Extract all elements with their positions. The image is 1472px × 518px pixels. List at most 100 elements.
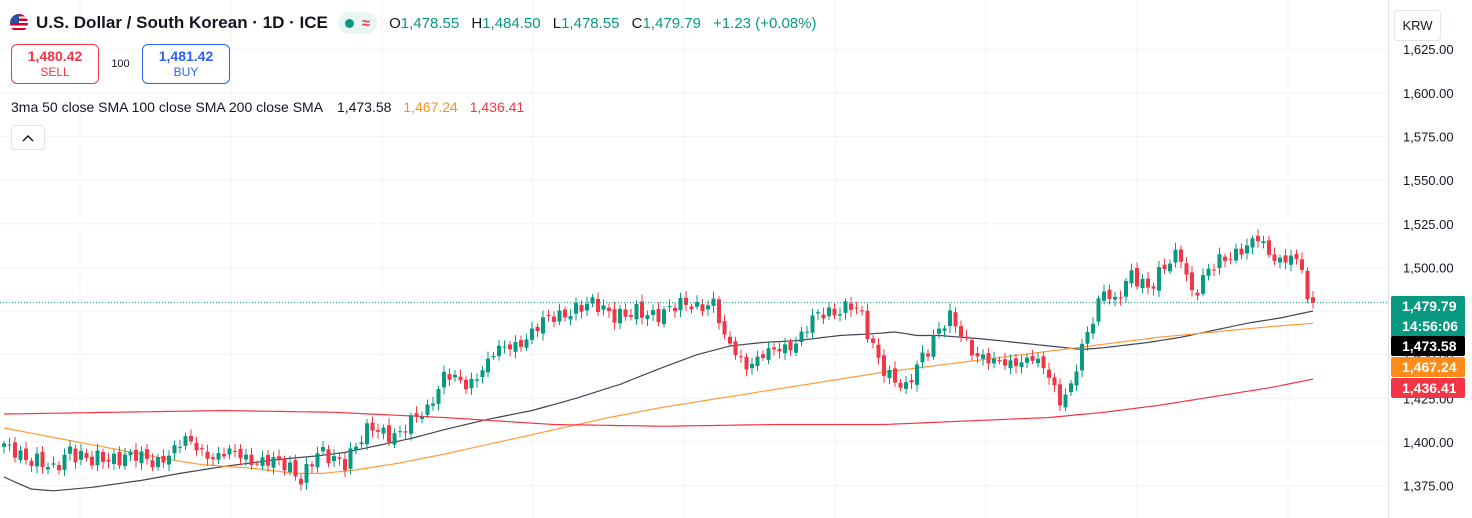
candlestick-series [2, 229, 1315, 491]
y-tick-label: 1,600.00 [1403, 86, 1454, 101]
candle [167, 450, 171, 472]
price-axis[interactable]: 1,375.001,400.001,425.001,450.001,475.00… [1388, 0, 1454, 518]
candle [959, 320, 963, 343]
candle [200, 444, 204, 456]
candle [1184, 257, 1189, 282]
candle [931, 329, 936, 360]
candle [106, 452, 111, 469]
candle [1212, 263, 1216, 277]
sma100-line [3, 322, 1314, 474]
candle [304, 457, 309, 490]
candle [260, 450, 265, 471]
candle [315, 446, 320, 473]
candle [90, 450, 94, 470]
candle [799, 326, 804, 347]
sell-label: SELL [40, 65, 70, 79]
candle [942, 325, 947, 338]
candle [937, 322, 941, 339]
candle [1173, 242, 1178, 268]
candle [62, 448, 67, 476]
candle [689, 303, 694, 314]
candle [821, 307, 826, 324]
candle [1124, 277, 1128, 303]
candle [1069, 379, 1073, 397]
candle [13, 436, 17, 463]
candle [420, 411, 424, 424]
chart-header: U.S. Dollar / South Korean · 1D · ICE ≈ … [10, 12, 816, 34]
high-label: H [471, 14, 483, 32]
candle [497, 339, 501, 361]
sell-price: 1,480.42 [27, 48, 83, 64]
candle [871, 335, 875, 349]
candle [733, 336, 738, 360]
open-value: 1,478.55 [400, 14, 460, 32]
candle [992, 351, 996, 369]
candle [392, 428, 397, 448]
candle [1195, 289, 1200, 301]
y-tick-label: 1,525.00 [1403, 217, 1454, 232]
candle [1261, 235, 1266, 249]
candle [1041, 352, 1046, 375]
candle [640, 294, 644, 325]
candle [827, 302, 831, 320]
candle [425, 399, 430, 418]
candle [238, 444, 243, 466]
candle [178, 439, 182, 454]
candle [1129, 263, 1134, 288]
candle [227, 444, 232, 460]
candle [442, 365, 446, 395]
candle [590, 294, 595, 308]
close-value: 1,479.79 [642, 14, 701, 32]
candle [1140, 274, 1145, 294]
candle [552, 311, 556, 328]
candle [656, 302, 661, 327]
sma200-value: 1,436.41 [469, 99, 525, 115]
candle [205, 444, 210, 466]
candle [255, 460, 259, 467]
candle [1096, 295, 1101, 326]
candle [337, 453, 342, 466]
candle [964, 329, 969, 341]
ohlc-values: O1,478.55 H1,484.50 L1,478.55 C1,479.79 … [389, 15, 816, 32]
currency-button[interactable]: KRW [1394, 10, 1441, 41]
candle [95, 444, 100, 472]
candle [117, 446, 122, 470]
collapse-legend-button[interactable] [11, 125, 45, 150]
candle [893, 361, 897, 387]
candle [810, 308, 815, 340]
candle [634, 300, 639, 325]
candle [645, 310, 650, 327]
candle [1107, 284, 1112, 305]
spread-value: 100 [111, 58, 130, 70]
candle [18, 445, 23, 463]
buy-button[interactable]: 1,481.42 BUY [142, 44, 230, 84]
candle [1113, 291, 1117, 307]
low-label: L [552, 14, 562, 32]
symbol-title[interactable]: U.S. Dollar / South Korean · 1D · ICE [36, 13, 328, 32]
candle [172, 440, 177, 461]
sma200-price-tag: 1,436.41 [1391, 378, 1465, 398]
candle [326, 445, 331, 468]
candle [744, 353, 749, 377]
candle [766, 341, 771, 365]
candle [618, 305, 622, 330]
indicator-legend[interactable]: 3ma 50 close SMA 100 close SMA 200 close… [11, 99, 524, 115]
candle [750, 357, 754, 375]
sell-button[interactable]: 1,480.42 SELL [11, 44, 99, 84]
candle [711, 291, 716, 313]
candle [1157, 260, 1161, 297]
candle [343, 452, 347, 478]
candle [788, 338, 793, 356]
candle [480, 366, 485, 384]
market-status-pill[interactable]: ≈ [337, 12, 378, 34]
candle [194, 436, 199, 456]
candle [84, 448, 89, 462]
candle [777, 342, 782, 359]
y-tick-label: 1,550.00 [1403, 173, 1454, 188]
candle [1267, 235, 1271, 259]
candle [1272, 247, 1277, 266]
candle [678, 292, 683, 318]
candle [546, 309, 551, 322]
candle [876, 338, 881, 365]
